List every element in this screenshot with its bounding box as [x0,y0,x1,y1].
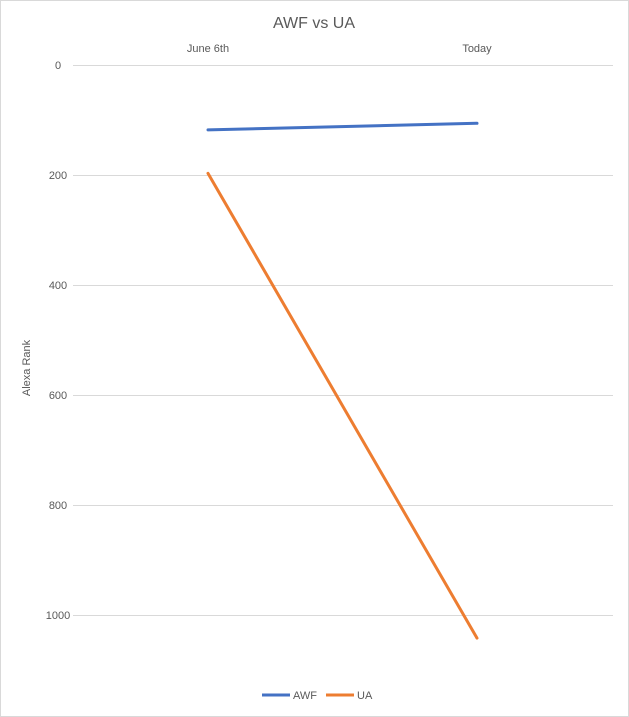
y-tick-label-0: 0 [55,60,61,72]
series-line-ua [206,171,479,640]
legend: AWF UA [262,690,373,702]
y-tick-labels: 0 200 400 600 800 1000 [46,60,70,622]
x-tick-label-1: Today [462,43,492,55]
series-lines [206,121,479,640]
x-tick-label-0: June 6th [187,43,229,55]
y-tick-label-600: 600 [49,390,67,402]
legend-label-ua: UA [357,690,373,702]
legend-label-awf: AWF [293,690,317,702]
y-tick-label-200: 200 [49,170,67,182]
series-line-awf [206,121,479,132]
y-tick-label-800: 800 [49,500,67,512]
y-tick-label-1000: 1000 [46,610,70,622]
gridlines [73,65,613,616]
chart-title: AWF vs UA [273,15,355,32]
y-axis-label: Alexa Rank [21,339,33,396]
x-tick-labels: June 6th Today [187,43,492,55]
y-tick-label-400: 400 [49,280,67,292]
